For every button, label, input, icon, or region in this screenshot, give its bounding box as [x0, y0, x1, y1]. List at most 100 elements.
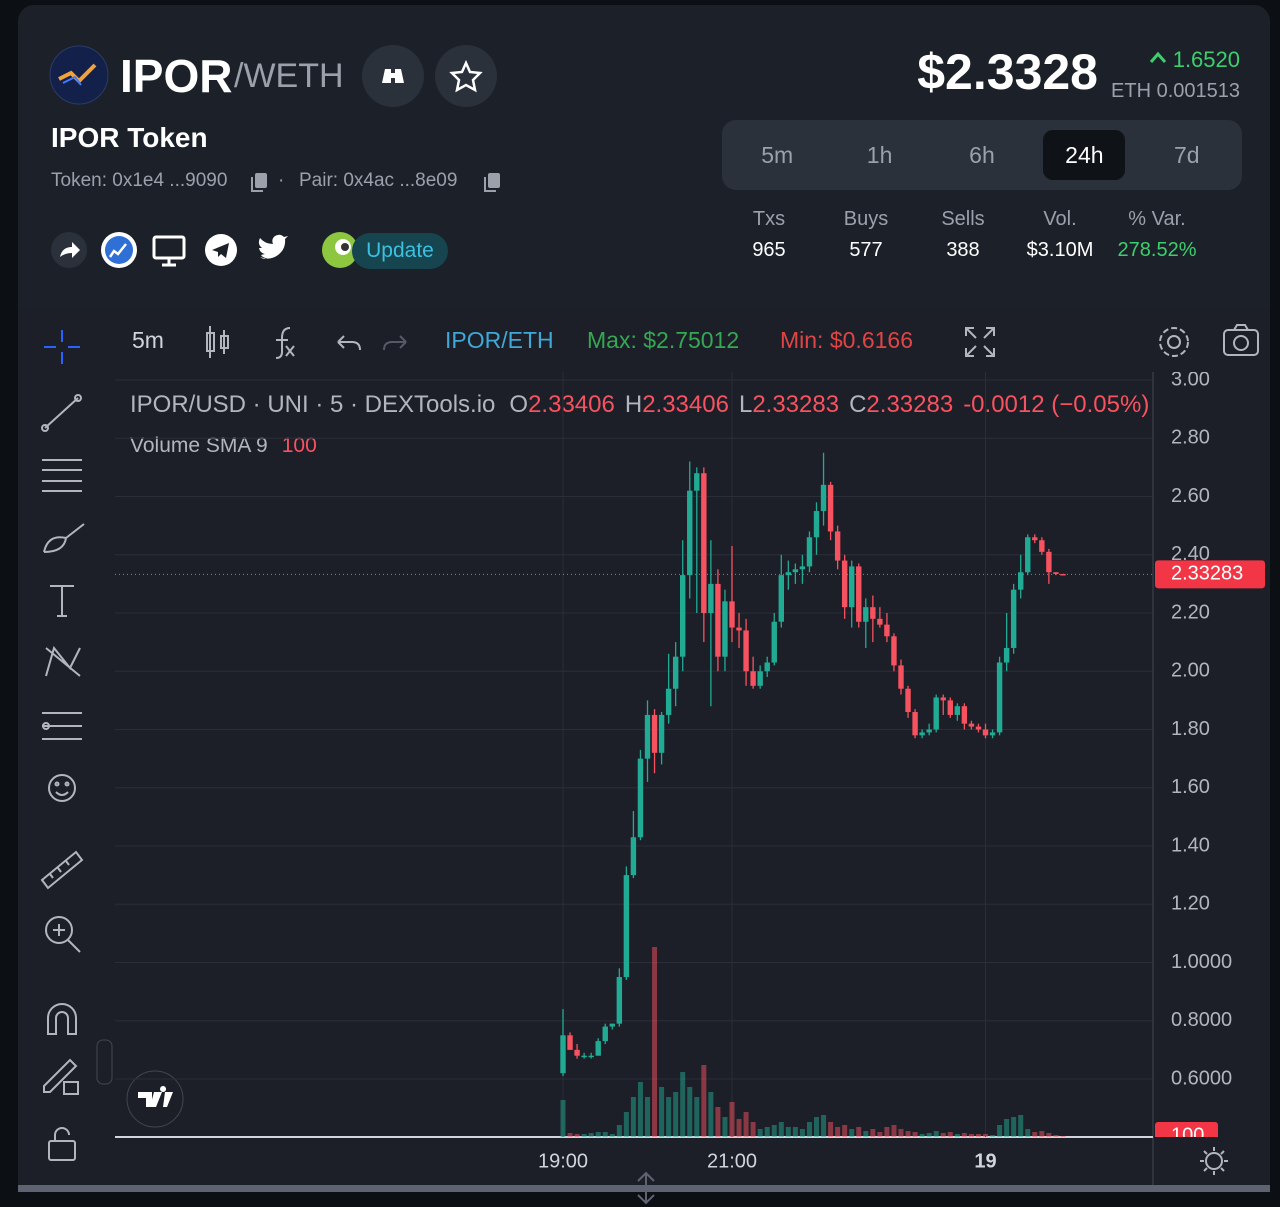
- y-tick-label: 1.40: [1171, 834, 1210, 856]
- volume-bar: [1039, 1131, 1045, 1137]
- candle-body: [1018, 572, 1024, 590]
- volume-legend: Volume SMA 9 100: [130, 434, 317, 457]
- candle-body: [623, 875, 630, 978]
- volume-bar: [574, 1134, 580, 1137]
- favorite-button[interactable]: [435, 45, 497, 107]
- candle-body: [863, 607, 869, 622]
- candle-body: [968, 723, 975, 727]
- candle-body: [651, 714, 658, 753]
- y-tick-label: 0.8000: [1171, 1009, 1232, 1031]
- volume-bar: [645, 1097, 650, 1137]
- volume-bar: [940, 1133, 946, 1137]
- candle-body: [926, 729, 932, 733]
- token-card: IPOR /WETH IPOR Token Token: 0x1e4 ...90…: [18, 5, 1270, 310]
- stat-label: Sells: [941, 208, 985, 230]
- volume-bar: [729, 1102, 735, 1137]
- timeframe-option[interactable]: 7d: [1173, 142, 1200, 168]
- chart-panel: [18, 310, 1270, 1187]
- quote: /WETH: [234, 57, 344, 95]
- ohlc-value: 2.33283: [866, 391, 953, 418]
- axis-settings[interactable]: [1200, 1147, 1228, 1175]
- volume-bar: [722, 1117, 728, 1137]
- change: -0.0012 (−0.05%): [963, 391, 1149, 418]
- volume-bar: [806, 1122, 812, 1137]
- candle-body: [1032, 537, 1038, 541]
- volume-bar: [947, 1132, 953, 1137]
- ohlc-label: C: [849, 391, 866, 418]
- volume-bar: [708, 1092, 714, 1137]
- candle-body: [792, 569, 799, 573]
- copy-icon[interactable]: [250, 171, 270, 193]
- copy-icon[interactable]: [483, 171, 503, 193]
- stat-value: $3.10M: [1026, 239, 1094, 261]
- volume-bar: [997, 1125, 1003, 1137]
- ohlc-value: 2.33283: [752, 391, 839, 418]
- interval[interactable]: 5m: [132, 327, 164, 353]
- update-button[interactable]: Update: [352, 233, 448, 269]
- stat-label: Buys: [843, 208, 889, 230]
- last-price-tag: [1155, 560, 1265, 589]
- timeframe-option[interactable]: 1h: [866, 142, 893, 168]
- volume-bar: [652, 947, 658, 1137]
- volume-bar: [898, 1129, 904, 1137]
- timeframe-option[interactable]: 24h: [1043, 130, 1126, 180]
- drawing-tools[interactable]: [40, 330, 85, 1161]
- y-tick-label: 2.20: [1171, 601, 1210, 623]
- volume-bar: [968, 1134, 974, 1137]
- ohlc-label: O: [509, 391, 528, 418]
- candle-body: [996, 662, 1003, 733]
- resize-handle[interactable]: [637, 1171, 655, 1205]
- volume-bar: [975, 1134, 981, 1137]
- candle-body: [672, 656, 679, 689]
- chart-legend: IPOR/USD · UNI · 5 · DEXTools.io O2.33406…: [130, 391, 1149, 418]
- pair-link[interactable]: IPOR/ETH: [445, 327, 554, 353]
- candle-body: [785, 572, 792, 576]
- stat-value: 278.52%: [1117, 239, 1197, 261]
- candle-body: [588, 1055, 594, 1058]
- candle-body: [701, 473, 707, 613]
- volume-bar: [687, 1087, 693, 1137]
- volume-bar: [842, 1125, 848, 1137]
- volume-bar: [828, 1122, 834, 1137]
- candle-body: [989, 732, 996, 736]
- token-name: IPOR Token: [51, 122, 208, 153]
- volume-bar: [792, 1127, 798, 1137]
- volume-bar: [961, 1133, 967, 1137]
- candle-body: [560, 1035, 566, 1074]
- candle-body: [961, 706, 968, 724]
- volume-tag-bg: [1155, 1122, 1218, 1137]
- last-price-label: 2.33283: [1171, 563, 1243, 585]
- candle-body: [644, 714, 651, 759]
- candle-body: [736, 627, 742, 631]
- price-eth: ETH 0.001513: [1111, 80, 1240, 102]
- volume-bar: [785, 1127, 791, 1137]
- timeframe-selector: 5m 1h 6h 24h 7d: [722, 120, 1242, 190]
- volume-bar: [814, 1117, 819, 1137]
- toolbar-icons[interactable]: [206, 324, 1259, 359]
- volume-bar: [954, 1134, 960, 1137]
- volume-bar: [581, 1134, 587, 1137]
- x-tick-label: 19: [974, 1150, 996, 1172]
- volume-bar: [919, 1134, 925, 1137]
- social-links[interactable]: [48, 227, 358, 273]
- candle-body: [827, 484, 834, 532]
- candle-body: [729, 601, 735, 628]
- y-tick-label: 1.0000: [1171, 951, 1232, 973]
- timeframe-option[interactable]: 5m: [761, 142, 794, 168]
- candle-body: [919, 732, 925, 736]
- candle-body: [849, 566, 855, 608]
- watch-button[interactable]: [362, 45, 424, 107]
- candle-body: [694, 473, 700, 491]
- volume-bar: [870, 1129, 876, 1137]
- timeframe-option[interactable]: 6h: [969, 142, 995, 168]
- y-tick-label: 1.80: [1171, 718, 1210, 740]
- volume-bar: [757, 1129, 763, 1137]
- scrollbar[interactable]: [18, 1185, 1270, 1192]
- volume-bar: [659, 1087, 665, 1137]
- y-tick-label: 2.40: [1171, 543, 1210, 565]
- x-tick-label: 21:00: [707, 1150, 757, 1172]
- volume-bar: [630, 1097, 636, 1137]
- y-tick-label: 1.60: [1171, 776, 1210, 798]
- collapse-toggle[interactable]: [96, 1039, 113, 1085]
